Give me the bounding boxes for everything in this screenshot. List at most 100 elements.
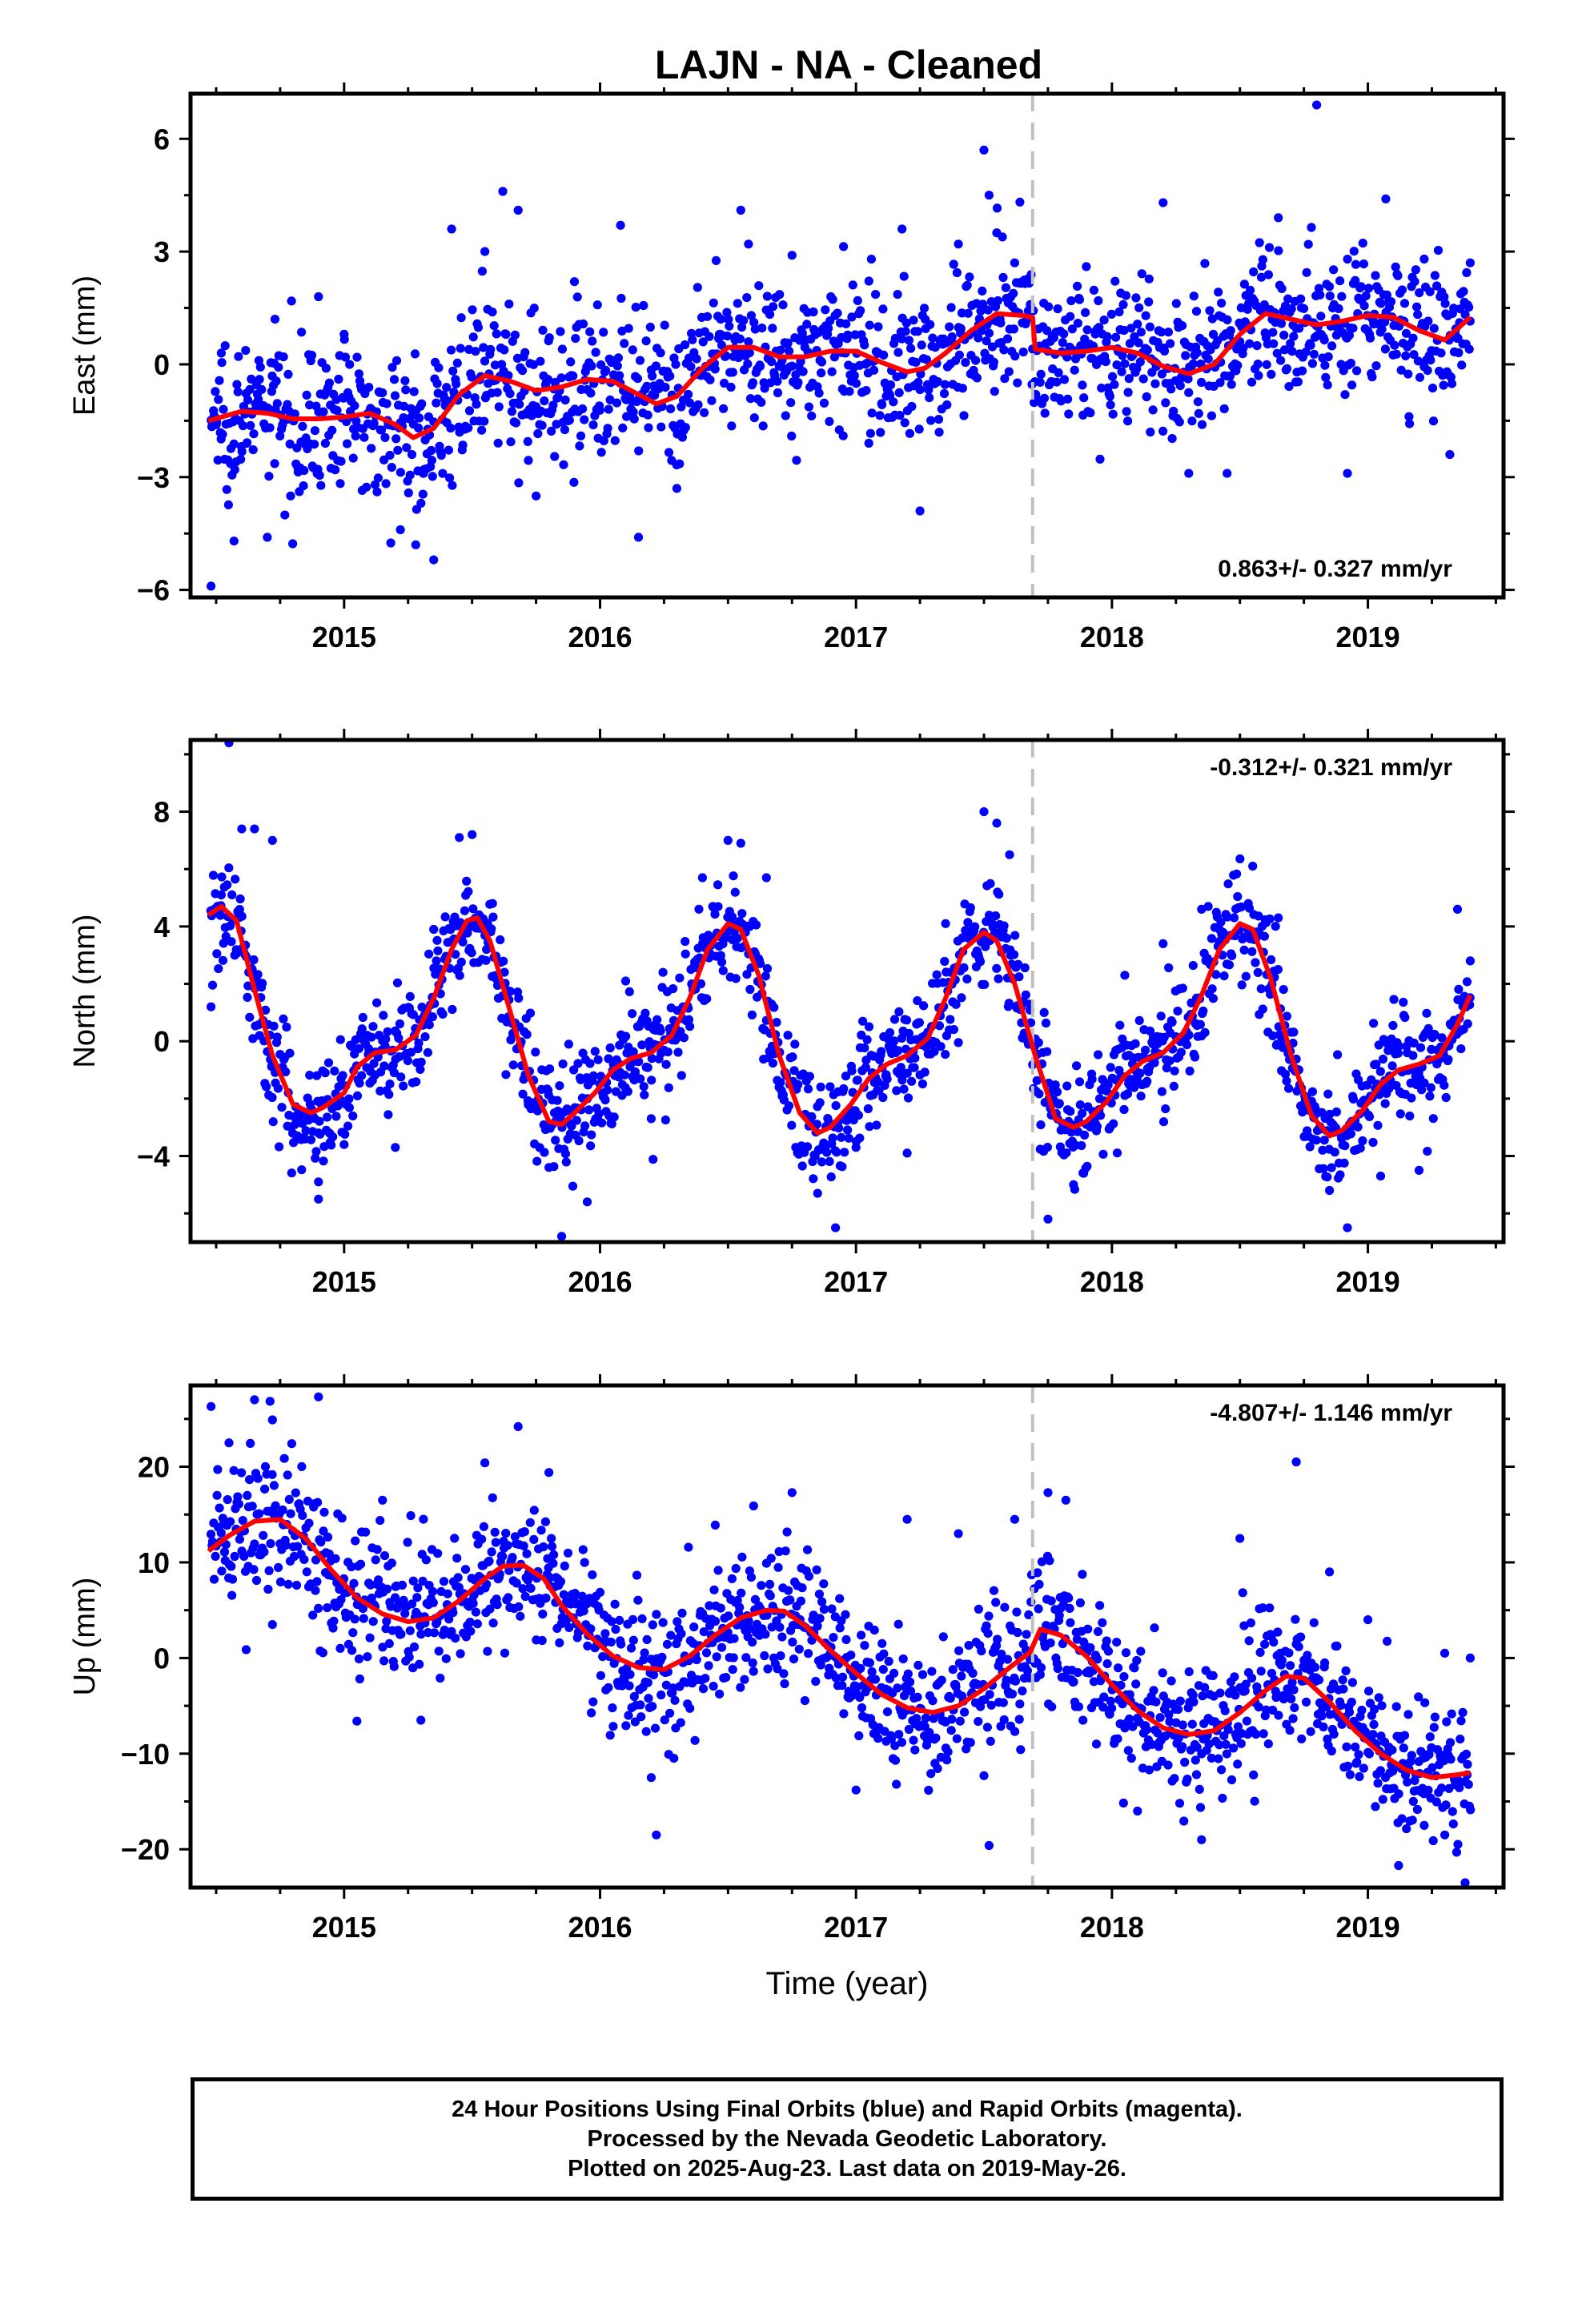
north-point xyxy=(1417,1085,1427,1095)
up-point xyxy=(748,1658,757,1668)
north-point xyxy=(832,1148,841,1157)
east-point xyxy=(310,426,319,436)
up-point xyxy=(927,1667,937,1676)
east-point xyxy=(1067,324,1077,334)
east-point xyxy=(447,224,456,234)
east-point xyxy=(1175,381,1185,391)
north-point xyxy=(1462,977,1472,987)
up-point xyxy=(902,1514,912,1524)
up-point xyxy=(1074,1702,1083,1711)
east-point xyxy=(298,421,307,432)
north-point xyxy=(487,924,496,934)
north-point xyxy=(1323,1172,1332,1182)
up-point xyxy=(471,1607,481,1617)
up-point xyxy=(608,1722,618,1731)
up-point xyxy=(328,1623,338,1633)
north-point xyxy=(696,979,706,989)
east-point xyxy=(601,365,611,376)
north-point xyxy=(1318,1145,1327,1155)
east-point xyxy=(409,387,419,396)
east-point xyxy=(467,372,476,382)
up-point xyxy=(361,1527,371,1537)
up-point xyxy=(452,1554,462,1563)
north-point xyxy=(1430,1030,1439,1039)
up-point xyxy=(492,1600,502,1610)
east-point xyxy=(1134,338,1143,348)
east-point xyxy=(996,318,1006,328)
north-point xyxy=(991,911,1001,921)
north-point xyxy=(963,918,973,927)
up-point xyxy=(323,1603,332,1613)
east-point xyxy=(331,465,340,475)
east-point xyxy=(692,354,701,364)
east-point xyxy=(819,398,829,408)
north-point xyxy=(681,949,690,959)
east-point xyxy=(473,323,484,332)
up-point xyxy=(867,1667,877,1677)
east-point xyxy=(750,324,760,334)
up-point xyxy=(1238,1588,1247,1598)
up-point xyxy=(1288,1714,1298,1723)
up-point xyxy=(291,1488,300,1498)
east-point xyxy=(1409,350,1419,360)
north-point xyxy=(561,1157,571,1167)
up-point xyxy=(485,1604,495,1614)
east-point xyxy=(785,346,794,356)
up-point xyxy=(595,1587,605,1597)
north-point xyxy=(348,1111,358,1121)
up-point xyxy=(1414,1692,1423,1702)
up-point xyxy=(1439,1648,1450,1658)
east-point xyxy=(876,428,885,437)
up-point xyxy=(600,1629,610,1638)
up-point xyxy=(1045,1556,1054,1566)
east-point xyxy=(1356,282,1366,292)
east-point xyxy=(1200,259,1210,268)
north-point xyxy=(1463,1019,1472,1029)
north-point xyxy=(817,1157,827,1167)
north-point xyxy=(628,1047,638,1056)
east-point xyxy=(901,318,911,328)
north-point xyxy=(375,1086,385,1096)
north-point xyxy=(223,880,232,890)
north-point xyxy=(1330,1148,1339,1157)
north-point xyxy=(496,935,505,945)
up-point xyxy=(1222,1749,1231,1759)
up-point xyxy=(488,1493,497,1502)
up-point xyxy=(1149,1686,1158,1695)
north-point xyxy=(420,1032,430,1042)
up-point xyxy=(775,1622,785,1632)
up-point xyxy=(448,1608,458,1618)
north-point xyxy=(243,981,253,991)
north-point xyxy=(1224,960,1235,970)
east-point xyxy=(472,400,481,409)
up-point xyxy=(1363,1615,1373,1625)
north-x-tick-label: 2018 xyxy=(1080,1265,1144,1298)
up-point xyxy=(662,1639,673,1649)
east-point xyxy=(1390,340,1399,350)
north-point xyxy=(1454,984,1464,994)
east-point xyxy=(336,456,346,466)
east-point xyxy=(725,321,734,331)
east-point xyxy=(411,540,420,549)
up-point xyxy=(1233,1722,1243,1731)
east-point xyxy=(242,438,251,448)
north-point xyxy=(954,1038,963,1047)
up-point xyxy=(1261,1705,1271,1715)
up-point xyxy=(1291,1614,1300,1624)
east-point xyxy=(1159,346,1170,356)
north-point xyxy=(399,1081,408,1091)
north-point xyxy=(424,1020,434,1030)
east-point xyxy=(434,363,444,372)
east-point xyxy=(878,304,888,314)
up-point xyxy=(989,1586,999,1595)
east-point xyxy=(1287,347,1297,356)
up-point xyxy=(1357,1705,1367,1715)
up-point xyxy=(314,1603,323,1613)
east-point xyxy=(396,468,405,477)
north-point xyxy=(297,1165,307,1175)
up-point xyxy=(740,1675,749,1684)
up-point xyxy=(648,1620,657,1630)
north-fit-curve xyxy=(207,903,1473,1139)
up-point xyxy=(860,1641,869,1651)
up-point xyxy=(1078,1715,1088,1725)
